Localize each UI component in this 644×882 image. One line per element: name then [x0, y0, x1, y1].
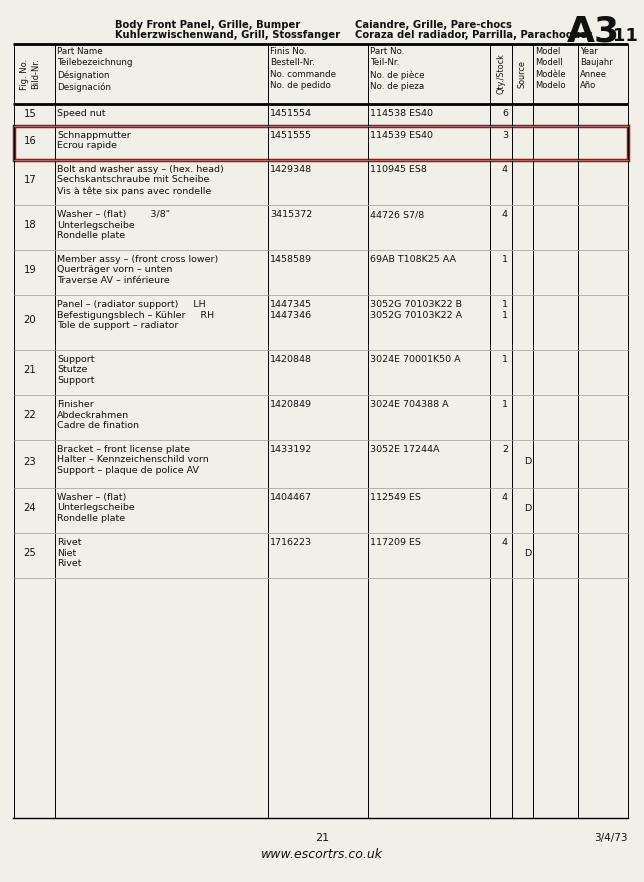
Text: 1: 1 [502, 310, 508, 319]
Text: 1451554: 1451554 [270, 109, 312, 118]
Text: Sechskantschraube mit Scheibe: Sechskantschraube mit Scheibe [57, 176, 209, 184]
Text: A3: A3 [567, 15, 620, 49]
Text: Part Name
Teilebezeichnung
Désignation
Designación: Part Name Teilebezeichnung Désignation D… [57, 47, 133, 92]
Text: Cadre de fination: Cadre de fination [57, 421, 139, 430]
Text: 3415372: 3415372 [270, 210, 312, 219]
Text: D: D [524, 549, 531, 557]
Text: 21: 21 [24, 365, 36, 375]
Text: .11: .11 [606, 27, 638, 45]
Text: 6: 6 [502, 109, 508, 118]
Text: 114538 ES40: 114538 ES40 [370, 109, 433, 118]
Text: Bracket – front license plate: Bracket – front license plate [57, 445, 190, 454]
Text: Coraza del radiador, Parrilla, Parachoques: Coraza del radiador, Parrilla, Parachoqu… [355, 30, 592, 40]
Text: 117209 ES: 117209 ES [370, 538, 421, 547]
Text: Qty./Stock: Qty./Stock [497, 54, 506, 94]
Text: 16: 16 [24, 137, 36, 146]
Text: 1: 1 [502, 400, 508, 409]
Text: Caiandre, Grille, Pare-chocs: Caiandre, Grille, Pare-chocs [355, 20, 512, 30]
Text: 22: 22 [24, 410, 36, 420]
Text: Tole de support – radiator: Tole de support – radiator [57, 321, 178, 330]
Text: Finisher: Finisher [57, 400, 94, 409]
Text: Support: Support [57, 355, 95, 364]
Text: Vis à tête six pans avec rondelle: Vis à tête six pans avec rondelle [57, 186, 211, 196]
Text: 1433192: 1433192 [270, 445, 312, 454]
Text: Washer – (flat): Washer – (flat) [57, 493, 126, 502]
Text: Model
Modell
Modèle
Modelo: Model Modell Modèle Modelo [535, 47, 565, 90]
Text: 112549 ES: 112549 ES [370, 493, 421, 502]
Text: Source: Source [518, 60, 527, 88]
Text: 15: 15 [24, 108, 36, 119]
Text: Abdeckrahmen: Abdeckrahmen [57, 410, 129, 420]
Text: Ecrou rapide: Ecrou rapide [57, 141, 117, 151]
Text: Fig. No.
Bild-Nr.: Fig. No. Bild-Nr. [21, 58, 40, 90]
Text: Unterlegscheibe: Unterlegscheibe [57, 504, 135, 512]
Text: Befestigungsblech – Kühler     RH: Befestigungsblech – Kühler RH [57, 310, 214, 319]
Text: 4: 4 [502, 538, 508, 547]
Text: Year
Baujahr
Annee
Año: Year Baujahr Annee Año [580, 47, 612, 90]
Text: Washer – (flat)        3/8": Washer – (flat) 3/8" [57, 210, 170, 219]
Text: 17: 17 [24, 176, 36, 185]
Text: Stutze: Stutze [57, 365, 88, 375]
Text: Rondelle plate: Rondelle plate [57, 514, 125, 523]
Text: 3: 3 [502, 131, 508, 140]
Text: Support – plaque de police AV: Support – plaque de police AV [57, 466, 199, 475]
Text: 4: 4 [502, 165, 508, 174]
Text: 3052E 17244A: 3052E 17244A [370, 445, 439, 454]
Text: 1: 1 [502, 355, 508, 364]
Text: D: D [524, 457, 531, 466]
Text: 44726 S7/8: 44726 S7/8 [370, 210, 424, 219]
Text: Part No.
Teil-Nr.
No. de pièce
No. de pieza: Part No. Teil-Nr. No. de pièce No. de pi… [370, 47, 424, 91]
Text: Body Front Panel, Grille, Bumper: Body Front Panel, Grille, Bumper [115, 20, 300, 30]
Text: 18: 18 [24, 220, 36, 230]
Text: 1447346: 1447346 [270, 310, 312, 319]
Text: Unterlegscheibe: Unterlegscheibe [57, 220, 135, 229]
Text: Rivet: Rivet [57, 559, 82, 568]
Text: 69AB T108K25 AA: 69AB T108K25 AA [370, 255, 456, 264]
Text: 1404467: 1404467 [270, 493, 312, 502]
Text: Speed nut: Speed nut [57, 109, 106, 118]
Text: 3/4/73: 3/4/73 [594, 833, 628, 843]
Text: Bolt and washer assy – (hex. head): Bolt and washer assy – (hex. head) [57, 165, 223, 174]
Text: 20: 20 [24, 315, 36, 325]
Text: 3052G 70103K22 A: 3052G 70103K22 A [370, 310, 462, 319]
Text: 24: 24 [24, 504, 36, 513]
Text: 2: 2 [502, 445, 508, 454]
Text: 25: 25 [24, 549, 36, 558]
Text: 4: 4 [502, 493, 508, 502]
Text: Schnappmutter: Schnappmutter [57, 131, 131, 140]
Text: 4: 4 [502, 210, 508, 219]
Text: 3024E 704388 A: 3024E 704388 A [370, 400, 449, 409]
Text: 110945 ES8: 110945 ES8 [370, 165, 427, 174]
Text: www.escortrs.co.uk: www.escortrs.co.uk [261, 848, 383, 861]
Text: Kuhlerzwischenwand, Grill, Stossfanger: Kuhlerzwischenwand, Grill, Stossfanger [115, 30, 340, 40]
Text: 1458589: 1458589 [270, 255, 312, 264]
Text: Traverse AV – inférieure: Traverse AV – inférieure [57, 276, 170, 285]
Text: Panel – (radiator support)     LH: Panel – (radiator support) LH [57, 300, 205, 309]
Text: 1: 1 [502, 255, 508, 264]
Text: 1447345: 1447345 [270, 300, 312, 309]
Text: 21: 21 [315, 833, 329, 843]
Text: Halter – Kennzeichenschild vorn: Halter – Kennzeichenschild vorn [57, 455, 209, 465]
Text: Member assy – (front cross lower): Member assy – (front cross lower) [57, 255, 218, 264]
Text: Rondelle plate: Rondelle plate [57, 231, 125, 240]
Text: 1420849: 1420849 [270, 400, 312, 409]
Text: Niet: Niet [57, 549, 76, 557]
Text: Rivet: Rivet [57, 538, 82, 547]
Text: 1420848: 1420848 [270, 355, 312, 364]
Text: 3052G 70103K22 B: 3052G 70103K22 B [370, 300, 462, 309]
Text: 1: 1 [502, 300, 508, 309]
Text: Querträger vorn – unten: Querträger vorn – unten [57, 265, 173, 274]
Text: 3024E 70001K50 A: 3024E 70001K50 A [370, 355, 460, 364]
Text: D: D [524, 504, 531, 512]
Text: 23: 23 [24, 457, 36, 467]
Text: 1716223: 1716223 [270, 538, 312, 547]
Text: Support: Support [57, 376, 95, 385]
Text: Finis No.
Bestell-Nr.
No. commande
No. de pedido: Finis No. Bestell-Nr. No. commande No. d… [270, 47, 336, 90]
Text: 1451555: 1451555 [270, 131, 312, 140]
Text: 1429348: 1429348 [270, 165, 312, 174]
Bar [14, 126, 628, 160]
Text: 19: 19 [24, 265, 36, 275]
Text: 114539 ES40: 114539 ES40 [370, 131, 433, 140]
